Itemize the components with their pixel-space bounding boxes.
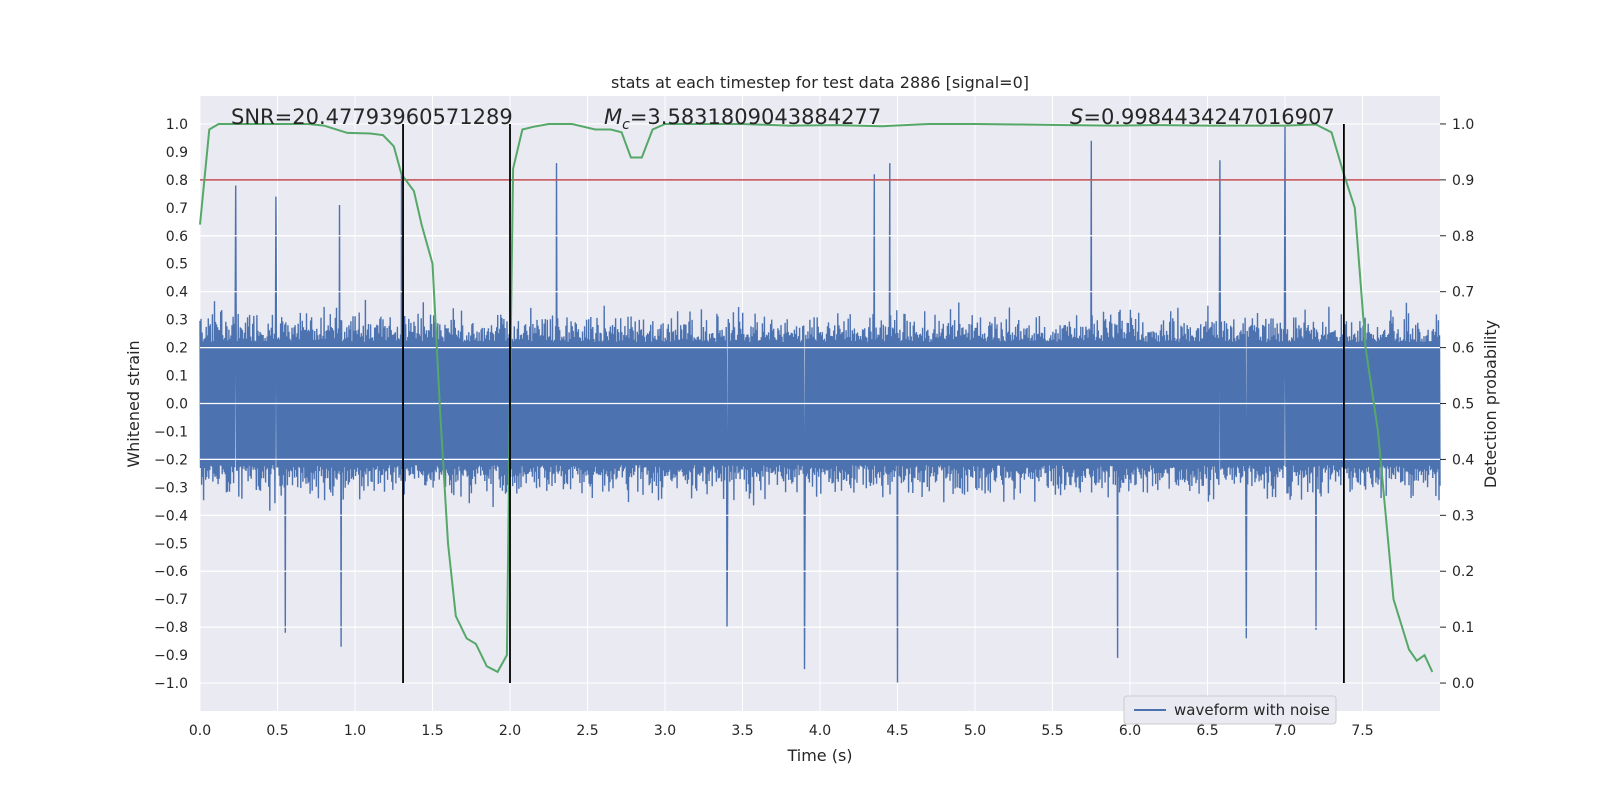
legend: waveform with noise bbox=[1123, 695, 1337, 725]
left-y-tick-label: 0.1 bbox=[166, 369, 188, 385]
x-tick-label: 1.5 bbox=[421, 723, 443, 739]
right-y-tick-label: 0.1 bbox=[1452, 620, 1474, 636]
left-y-tick-label: −0.8 bbox=[154, 620, 188, 636]
chirp-mass-subscript: c bbox=[622, 117, 630, 133]
right-y-tick-label: 0.9 bbox=[1452, 173, 1474, 189]
right-y-tick-label: 0.3 bbox=[1452, 508, 1474, 524]
probability-line bbox=[199, 123, 1434, 674]
left-y-tick-label: 1.0 bbox=[166, 117, 188, 133]
left-y-tick-label: −0.7 bbox=[154, 592, 188, 608]
left-y-tick-label: 0.3 bbox=[166, 313, 188, 329]
x-tick-label: 4.0 bbox=[809, 723, 831, 739]
left-y-tick-label: −0.6 bbox=[154, 564, 188, 580]
right-y-axis-label: Detection probability bbox=[1481, 320, 1500, 488]
left-y-axis-label: Whitened strain bbox=[124, 340, 143, 467]
x-tick-label: 5.0 bbox=[964, 723, 986, 739]
probability-series bbox=[199, 123, 1434, 674]
x-tick-label: 3.5 bbox=[731, 723, 753, 739]
left-y-tick-label: −0.2 bbox=[154, 452, 188, 468]
right-y-tick-label: 0.4 bbox=[1452, 452, 1474, 468]
right-y-axis-ticks: 1.0 0.9 0.8 0.7 0.6 0.5 0.4 0.3 0.2 0.1 0.0 bbox=[1440, 117, 1474, 692]
x-tick-label: 7.0 bbox=[1274, 723, 1296, 739]
right-y-tick-label: 0.0 bbox=[1452, 676, 1474, 692]
x-tick-label: 0.5 bbox=[266, 723, 288, 739]
chirp-mass-symbol: M bbox=[604, 105, 622, 129]
snr-annotation: SNR=20.47793960571289 bbox=[231, 105, 513, 129]
x-tick-label: 7.5 bbox=[1351, 723, 1373, 739]
x-axis-ticks: 0.0 0.5 1.0 1.5 2.0 2.5 3.0 3.5 4.0 4.5 5.0 5.5 6.0 6… bbox=[189, 723, 1374, 739]
left-y-tick-label: 0.7 bbox=[166, 201, 188, 217]
left-y-tick-label: 0.5 bbox=[166, 257, 188, 273]
left-y-tick-label: 0.6 bbox=[166, 229, 188, 245]
left-y-tick-label: −0.5 bbox=[154, 536, 188, 552]
waveform-line bbox=[199, 126, 1441, 684]
legend-label-waveform: waveform with noise bbox=[1174, 701, 1330, 719]
right-y-tick-label: 0.7 bbox=[1452, 285, 1474, 301]
left-y-tick-label: −0.9 bbox=[154, 648, 188, 664]
right-y-tick-label: 1.0 bbox=[1452, 117, 1474, 133]
x-tick-label: 3.0 bbox=[654, 723, 676, 739]
x-tick-label: 0.0 bbox=[189, 723, 211, 739]
left-y-tick-label: 0.2 bbox=[166, 341, 188, 357]
left-y-tick-label: −0.1 bbox=[154, 424, 188, 440]
x-tick-label: 6.0 bbox=[1119, 723, 1141, 739]
chirp-mass-value: =3.5831809043884277 bbox=[630, 105, 881, 129]
x-tick-label: 2.0 bbox=[499, 723, 521, 739]
x-tick-label: 1.0 bbox=[344, 723, 366, 739]
x-tick-label: 6.5 bbox=[1196, 723, 1218, 739]
left-y-tick-label: −1.0 bbox=[154, 676, 188, 692]
right-y-tick-label: 0.8 bbox=[1452, 229, 1474, 245]
chirp-mass-annotation: Mc=3.5831809043884277 bbox=[604, 105, 881, 133]
left-y-tick-label: −0.3 bbox=[154, 480, 188, 496]
left-y-tick-label: 0.8 bbox=[166, 173, 188, 189]
s-symbol: S bbox=[1070, 105, 1083, 129]
x-axis-label: Time (s) bbox=[786, 746, 852, 765]
x-tick-label: 4.5 bbox=[886, 723, 908, 739]
left-y-tick-label: 0.9 bbox=[166, 145, 188, 161]
chart-title: stats at each timestep for test data 288… bbox=[611, 73, 1029, 92]
x-tick-label: 5.5 bbox=[1041, 723, 1063, 739]
s-annotation: S=0.9984434247016907 bbox=[1070, 105, 1335, 129]
right-y-tick-label: 0.6 bbox=[1452, 341, 1474, 357]
x-tick-label: 2.5 bbox=[576, 723, 598, 739]
left-y-axis-ticks: 1.0 0.9 0.8 0.7 0.6 0.5 0.4 0.3 0.2 0.1 0.0 −0.1 −0.… bbox=[154, 117, 188, 692]
legend-box bbox=[1123, 695, 1337, 725]
right-y-tick-label: 0.2 bbox=[1452, 564, 1474, 580]
s-value: =0.9984434247016907 bbox=[1083, 105, 1334, 129]
left-y-tick-label: 0.0 bbox=[166, 397, 188, 413]
left-y-tick-label: −0.4 bbox=[154, 508, 188, 524]
left-y-tick-label: 0.4 bbox=[166, 285, 188, 301]
vertical-markers bbox=[402, 123, 1345, 684]
right-y-tick-label: 0.5 bbox=[1452, 397, 1474, 413]
